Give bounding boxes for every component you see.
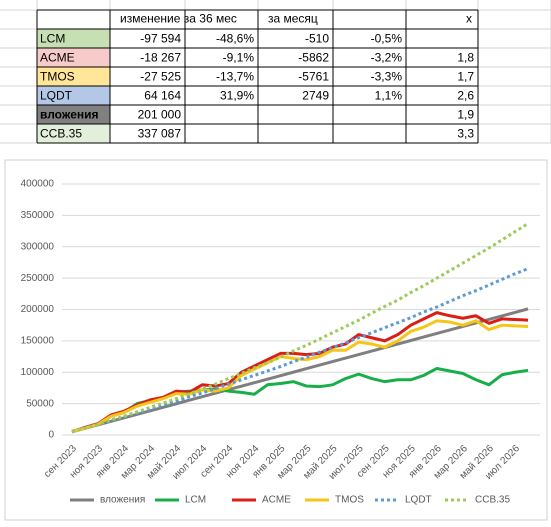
legend-label: LQDT <box>405 495 432 506</box>
series-line <box>71 319 529 434</box>
chart-frame <box>4 159 548 521</box>
label-cell <box>37 86 110 105</box>
series-line <box>71 267 529 433</box>
cell-text: -48,6% <box>216 32 254 46</box>
label-cell <box>37 105 110 124</box>
y-tick-label: 0 <box>48 430 54 441</box>
cell-text: TMOS <box>40 70 75 84</box>
cell-text: LQDT <box>40 89 73 103</box>
header-text: х <box>466 12 472 26</box>
legend-label: вложения <box>100 495 145 506</box>
y-tick-label: 200000 <box>21 304 55 315</box>
cell-text: -27 525 <box>140 70 181 84</box>
cell-text: 31,9% <box>220 89 254 103</box>
cell-text: 1,8 <box>457 51 474 65</box>
y-tick-label: 400000 <box>21 179 55 190</box>
cell-text: ССВ.35 <box>40 127 82 141</box>
legend-label: ACME <box>262 495 291 506</box>
header-text: за месяц <box>268 12 318 26</box>
cell-text: -13,7% <box>216 70 254 84</box>
cell-text: -510 <box>305 32 329 46</box>
y-tick-label: 250000 <box>21 273 55 284</box>
series-line <box>71 311 529 434</box>
cell-text: -5761 <box>298 70 329 84</box>
cell-text: 3,3 <box>457 127 474 141</box>
legend-label: ССВ.35 <box>475 495 510 506</box>
cell-text: 201 000 <box>138 108 182 122</box>
cell-text: ACME <box>40 51 75 65</box>
cell-text: LCM <box>40 32 65 46</box>
cell-text: -18 267 <box>140 51 181 65</box>
cell-text: 2749 <box>302 89 329 103</box>
cell-text: 1,1% <box>375 89 403 103</box>
cell-text: -3,3% <box>371 70 403 84</box>
cell-text: 64 164 <box>144 89 181 103</box>
y-tick-label: 150000 <box>21 336 55 347</box>
cell-text: -0,5% <box>371 32 403 46</box>
y-tick-label: 350000 <box>21 210 55 221</box>
header-text: изменение за 36 мес <box>120 12 237 26</box>
cell-text: -3,2% <box>371 51 403 65</box>
series-line <box>71 222 529 433</box>
label-cell <box>37 124 110 143</box>
legend-label: TMOS <box>335 495 364 506</box>
label-cell <box>37 67 110 86</box>
y-tick-label: 50000 <box>26 398 54 409</box>
cell-text: -9,1% <box>223 51 255 65</box>
cell-text: вложения <box>40 108 99 122</box>
y-tick-label: 300000 <box>21 241 55 252</box>
y-tick-label: 100000 <box>21 367 55 378</box>
cell-text: -5862 <box>298 51 329 65</box>
cell-text: 1,7 <box>457 70 474 84</box>
cell-text: 2,6 <box>457 89 474 103</box>
label-cell <box>37 29 110 48</box>
cell-text: 1,9 <box>457 108 474 122</box>
cell-text: -97 594 <box>140 32 181 46</box>
label-cell <box>37 48 110 67</box>
legend-label: LCM <box>185 495 206 506</box>
cell-text: 337 087 <box>138 127 182 141</box>
